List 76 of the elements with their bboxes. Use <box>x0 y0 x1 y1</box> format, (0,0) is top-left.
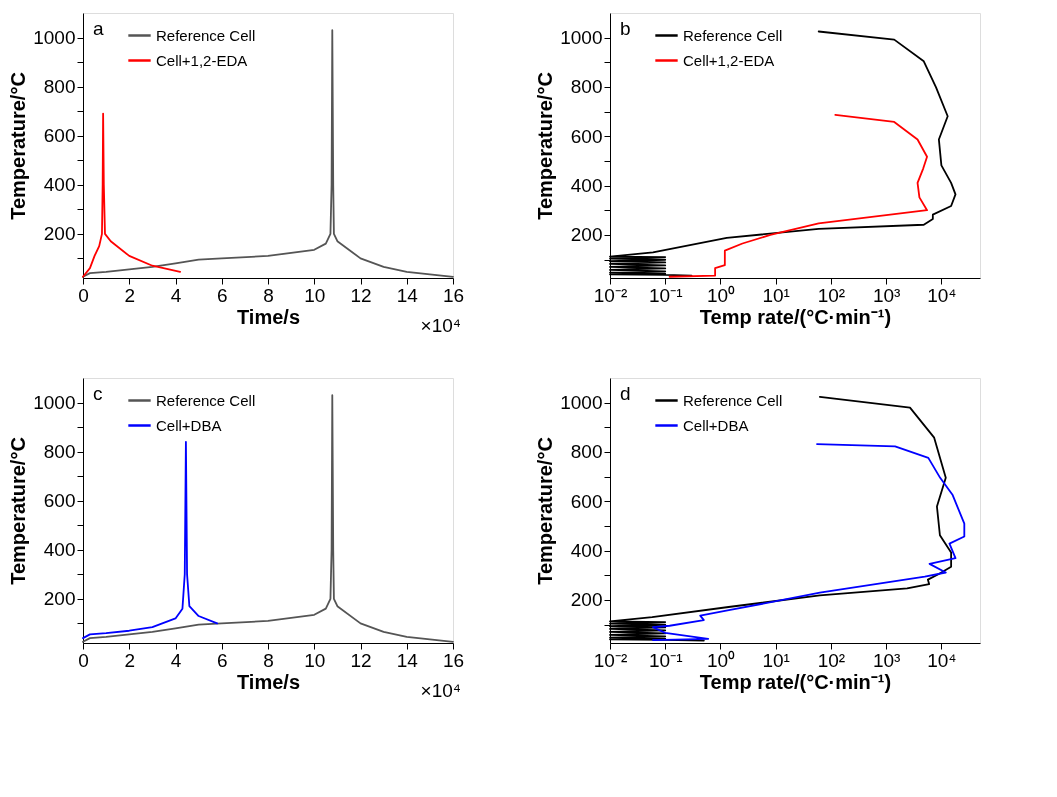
legend-label: Reference Cell <box>156 26 256 44</box>
x-tick-label: 4 <box>170 284 182 306</box>
x-tick-label: 2 <box>124 284 136 306</box>
legend-label: Cell+1,2-EDA <box>683 51 775 69</box>
x-tick-label: 6 <box>216 649 228 671</box>
x-tick-label: 10² <box>817 284 846 306</box>
x-tick-label: 8 <box>263 649 274 671</box>
y-tick-label: 600 <box>570 490 603 512</box>
x-tick-label: 0 <box>78 649 89 671</box>
y-tick-label: 200 <box>570 224 603 246</box>
legend-label: Cell+1,2-EDA <box>156 51 248 69</box>
legend-label: Cell+DBA <box>156 416 222 434</box>
y-tick-label: 200 <box>43 588 76 610</box>
y-tick-label: 1000 <box>33 392 76 414</box>
y-axis-title: Temperature/°C <box>534 437 557 585</box>
legend-label: Cell+DBA <box>683 416 749 434</box>
text: ×10⁴ <box>420 315 461 336</box>
y-tick-label: 1000 <box>560 27 603 49</box>
annotation: c <box>93 383 103 404</box>
x-tick-label: 10⁴ <box>927 284 957 306</box>
y-axis-title: Temperature/°C <box>7 72 30 220</box>
y-tick-label: 800 <box>570 76 603 98</box>
y-tick-label: 400 <box>43 539 76 561</box>
x-tick-label: 10 <box>304 284 326 306</box>
x-tick-label: 10⁰ <box>706 284 736 306</box>
y-tick-label: 200 <box>570 589 603 611</box>
x-axis-title: Temp rate/(°C·min⁻¹) <box>699 670 892 693</box>
x-tick-label: 10⁻² <box>593 284 628 306</box>
y-tick-label: 400 <box>570 540 603 562</box>
x-tick-label: 16 <box>442 649 465 671</box>
x-tick-label: 10¹ <box>762 649 790 671</box>
legend-label: Reference Cell <box>156 391 256 409</box>
x-tick-label: 10⁻¹ <box>649 284 683 306</box>
annotation: a <box>93 18 104 39</box>
x-tick-label: 10⁰ <box>706 649 736 671</box>
y-axis-title: Temperature/°C <box>534 72 557 220</box>
y-tick-label: 1000 <box>560 392 603 414</box>
x-tick-label: 12 <box>350 649 372 671</box>
x-tick-label: 2 <box>124 649 136 671</box>
line-series <box>82 112 182 278</box>
x-tick-label: 10¹ <box>762 284 790 306</box>
y-axis-title: Temperature/°C <box>7 437 30 585</box>
x-tick-label: 10⁻² <box>593 649 628 671</box>
y-tick-label: 400 <box>43 174 76 196</box>
x-tick-label: 10³ <box>872 649 901 671</box>
x-tick-label: 4 <box>170 649 182 671</box>
x-axis-title: Time/s <box>237 670 300 693</box>
x-tick-label: 14 <box>396 284 419 306</box>
x-axis-title: Time/s <box>237 305 300 328</box>
x-tick-label: 10 <box>304 649 326 671</box>
y-tick-label: 600 <box>570 125 603 147</box>
x-tick-label: 0 <box>78 284 89 306</box>
x-tick-label: 14 <box>396 649 419 671</box>
x-tick-label: 10³ <box>872 284 901 306</box>
line-series <box>82 440 219 639</box>
legend-label: Reference Cell <box>683 391 783 409</box>
x-tick-label: 10⁴ <box>927 649 957 671</box>
y-tick-label: 400 <box>570 175 603 197</box>
x-tick-label: 10² <box>817 649 846 671</box>
x-tick-label: 12 <box>350 284 372 306</box>
y-tick-label: 200 <box>43 223 76 245</box>
y-tick-label: 600 <box>43 125 76 147</box>
x-tick-label: 16 <box>442 284 465 306</box>
y-tick-label: 1000 <box>33 27 76 49</box>
x-tick-label: 8 <box>263 284 274 306</box>
y-tick-label: 600 <box>43 490 76 512</box>
annotation: b <box>620 18 631 39</box>
annotation: d <box>620 383 631 404</box>
legend-label: Reference Cell <box>683 26 783 44</box>
x-axis-title: Temp rate/(°C·min⁻¹) <box>699 305 892 328</box>
y-tick-label: 800 <box>570 441 603 463</box>
x-tick-label: 10⁻¹ <box>649 649 683 671</box>
x-tick-label: 6 <box>216 284 228 306</box>
y-tick-label: 800 <box>43 76 76 98</box>
y-tick-label: 800 <box>43 441 76 463</box>
text: ×10⁴ <box>420 680 461 701</box>
